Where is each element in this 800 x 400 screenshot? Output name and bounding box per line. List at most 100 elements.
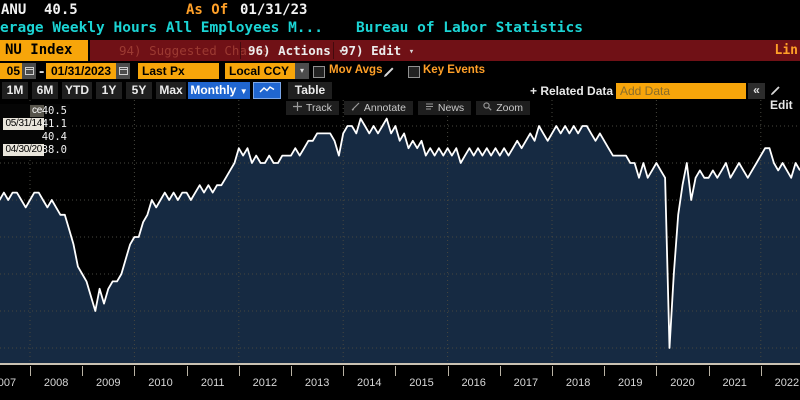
- price-field-select[interactable]: Last Px: [138, 63, 219, 79]
- x-axis-line: [0, 363, 800, 365]
- price-line: [0, 117, 800, 349]
- news-icon: [425, 102, 434, 114]
- last-value: 40.5: [44, 2, 78, 18]
- year-tick: [604, 366, 606, 376]
- security-tab[interactable]: NU Index: [0, 40, 88, 61]
- frequency-select[interactable]: Monthly ▼: [188, 82, 250, 99]
- track-icon: [293, 102, 302, 114]
- year-tick: [134, 366, 136, 376]
- year-label-2013: 2013: [304, 377, 330, 389]
- key-events-label[interactable]: Key Events: [423, 64, 486, 76]
- annotate-icon: [351, 102, 360, 114]
- chart-type-label: Lin: [774, 43, 798, 58]
- legend-value: 41.1: [41, 118, 67, 130]
- table-button[interactable]: Table: [288, 82, 332, 99]
- year-label-2012: 2012: [252, 377, 278, 389]
- chart-legend: ce 40.5 05/31/14 41.1 40.4 04/30/20 38.0: [0, 104, 70, 159]
- as-of-label: As Of: [186, 2, 229, 18]
- add-data-input[interactable]: [616, 83, 746, 99]
- price-chart[interactable]: [0, 100, 800, 364]
- menu-separator: [240, 42, 241, 59]
- period-button-6m[interactable]: 6M: [32, 82, 58, 99]
- period-button-5y[interactable]: 5Y: [126, 82, 152, 99]
- year-tick: [395, 366, 397, 376]
- date-from-field[interactable]: 05: [0, 63, 22, 79]
- year-label-2014: 2014: [357, 377, 382, 389]
- tool-label: News: [437, 102, 465, 114]
- year-tick: [708, 366, 710, 376]
- menu-separator: [333, 42, 334, 59]
- legend-value: 40.4: [41, 131, 67, 143]
- edit-menu[interactable]: 97) Edit ▾: [341, 43, 415, 58]
- related-data-label[interactable]: + Related Data: [530, 84, 614, 98]
- year-tick: [82, 366, 84, 376]
- period-button-1m[interactable]: 1M: [2, 82, 28, 99]
- mov-avgs-label[interactable]: Mov Avgs: [329, 64, 383, 76]
- x-axis: 2007 2008 2009 2010 2011 2012 2013 2014 2015 2016…: [0, 363, 800, 400]
- pencil-icon[interactable]: [383, 65, 395, 83]
- year-label-2009: 2009: [96, 377, 121, 389]
- year-tick: [760, 366, 762, 376]
- security-ticker: ANU: [1, 2, 27, 18]
- year-label-2008: 2008: [43, 377, 69, 389]
- legend-label: 04/30/20: [3, 144, 44, 156]
- year-tick: [552, 366, 553, 376]
- menu-bar-background: [90, 40, 800, 61]
- currency-dropdown-arrow[interactable]: ▾: [295, 63, 309, 79]
- chevron-down-icon: ▾: [408, 47, 415, 57]
- year-label-2016: 2016: [461, 377, 486, 389]
- date-range-dash: -: [39, 63, 45, 80]
- tool-label: Track: [306, 102, 332, 114]
- chevron-down-icon: ▾: [338, 47, 344, 57]
- zoom-button[interactable]: Zoom: [476, 101, 531, 115]
- year-label-2017: 2017: [513, 377, 539, 389]
- year-label-2018: 2018: [565, 377, 591, 389]
- legend-label: 05/31/14: [3, 118, 44, 130]
- year-label-2020: 2020: [670, 377, 695, 389]
- period-button-max[interactable]: Max: [156, 82, 186, 99]
- edit-chart-button[interactable]: Edit: [770, 84, 800, 112]
- year-tick: [656, 366, 658, 376]
- mov-avgs-checkbox[interactable]: [313, 66, 325, 78]
- title-bar: ANU 40.5 As Of 01/31/23: [0, 0, 800, 20]
- calendar-icon[interactable]: [116, 63, 130, 79]
- tool-label: Zoom: [496, 102, 524, 114]
- calendar-icon[interactable]: [22, 63, 36, 79]
- year-label-2011: 2011: [200, 377, 225, 389]
- legend-label: ce: [30, 105, 44, 117]
- tool-label: Annotate: [363, 102, 406, 114]
- field-bar: 05 - 01/31/2023 Last Px Local CCY ▾ Mov …: [0, 62, 800, 81]
- year-tick: [238, 366, 240, 376]
- chart-toolbar: Track Annotate News Zoom: [286, 101, 531, 115]
- legend-high: 05/31/14 41.1: [0, 118, 70, 131]
- year-tick: [499, 366, 501, 376]
- period-button-1y[interactable]: 1Y: [96, 82, 122, 99]
- currency-select[interactable]: Local CCY: [225, 63, 295, 79]
- line-chart-icon[interactable]: [253, 82, 281, 99]
- menu-bar: NU Index 94) Suggested Charts 96) Action…: [0, 40, 800, 61]
- date-to-field[interactable]: 01/31/2023: [46, 63, 116, 79]
- year-label-2021: 2021: [722, 377, 747, 389]
- legend-low: 04/30/20 38.0: [0, 144, 70, 157]
- year-label-2007: 2007: [0, 377, 17, 389]
- subtitle-bar: erage Weekly Hours All Employees M... Bu…: [0, 19, 800, 39]
- track-button[interactable]: Track: [286, 101, 339, 115]
- year-label-2022: 2022: [774, 377, 800, 389]
- key-events-checkbox[interactable]: [408, 66, 420, 78]
- collapse-button[interactable]: «: [748, 83, 765, 99]
- legend-value: 40.5: [41, 105, 67, 117]
- period-button-ytd[interactable]: YTD: [62, 82, 92, 99]
- year-label-2019: 2019: [618, 377, 643, 389]
- year-label-2015: 2015: [409, 377, 434, 389]
- suggested-charts-menu[interactable]: 94) Suggested Charts: [119, 43, 270, 58]
- annotate-button[interactable]: Annotate: [343, 101, 413, 115]
- legend-value: 38.0: [41, 144, 67, 156]
- year-tick: [291, 366, 292, 376]
- chart-plot-area[interactable]: Track Annotate News Zoom ce 40.5 05/31/14 41.1…: [0, 100, 800, 364]
- legend-last-price: ce 40.5: [0, 105, 70, 118]
- actions-menu[interactable]: 96) Actions ▾: [248, 43, 344, 58]
- year-tick: [186, 366, 188, 376]
- period-bar: 1M 6M YTD 1Y 5Y Max Monthly ▼ Table + Related…: [0, 82, 800, 112]
- news-button[interactable]: News: [417, 101, 472, 115]
